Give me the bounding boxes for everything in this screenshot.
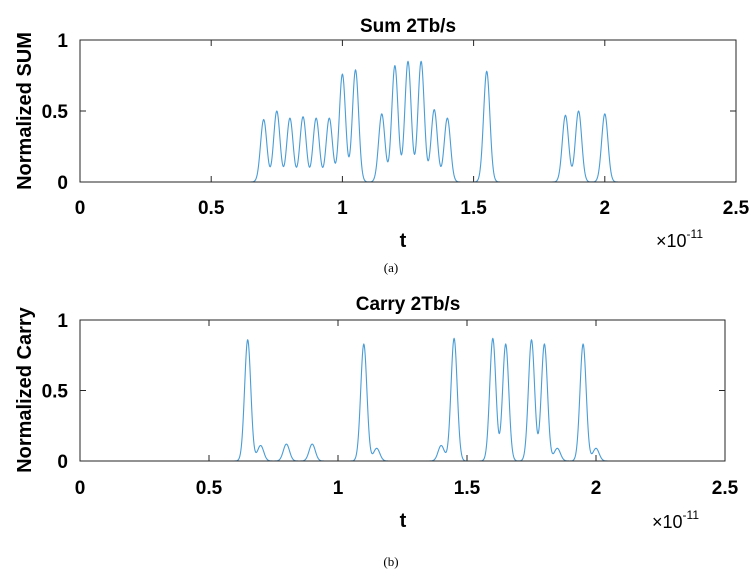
y-ticks: 00.51: [42, 311, 725, 473]
carry-chart: Carry 2Tb/s 00.51 0 0.5 1 1.5 2 2.5 t Normali…: [14, 294, 739, 569]
series-line: [79, 60, 737, 183]
caption: (b): [383, 554, 398, 569]
x-tick-label: 0: [75, 478, 86, 499]
y-ticks: 00.51: [42, 31, 736, 194]
x-tick-label: 2.5: [712, 478, 739, 499]
x-tick-label: 1.5: [454, 478, 481, 499]
x-tick-label: 2: [591, 478, 602, 499]
y-tick-label: 0: [57, 452, 68, 473]
x-ticks: 0 0.5 1 1.5 2 2.5: [75, 40, 750, 219]
plot-frame: [79, 39, 737, 183]
sum-chart: Sum 2Tb/s 00.51 0 0.5 1 1.5 2 2.5 t Normalize…: [14, 16, 750, 275]
y-tick-label: 0.5: [42, 382, 69, 403]
x-tick-label: 2.5: [723, 198, 750, 219]
x-exponent: ×10-11: [656, 227, 703, 251]
x-tick-label: 1.5: [460, 198, 487, 219]
x-axis-label: t: [400, 510, 407, 532]
chart-title: Sum 2Tb/s: [360, 16, 456, 37]
x-tick-label: 0.5: [196, 478, 223, 499]
x-ticks: 0 0.5 1 1.5 2 2.5: [75, 320, 739, 499]
y-axis-label: Normalized SUM: [14, 32, 36, 190]
x-tick-label: 1: [337, 198, 348, 219]
caption: (a): [384, 260, 398, 275]
x-tick-label: 0.5: [198, 198, 225, 219]
series-line: [79, 337, 726, 462]
y-tick-label: 0: [57, 173, 68, 194]
y-axis-label: Normalized Carry: [14, 306, 36, 472]
x-axis-label: t: [400, 230, 407, 252]
x-tick-label: 0: [75, 198, 86, 219]
x-exponent: ×10-11: [652, 508, 699, 532]
y-tick-label: 0.5: [42, 102, 69, 123]
plot-frame: [79, 319, 726, 462]
y-tick-label: 1: [57, 311, 68, 332]
x-tick-label: 1: [333, 478, 344, 499]
chart-title: Carry 2Tb/s: [356, 294, 461, 315]
x-tick-label: 2: [600, 198, 611, 219]
y-tick-label: 1: [57, 31, 68, 52]
